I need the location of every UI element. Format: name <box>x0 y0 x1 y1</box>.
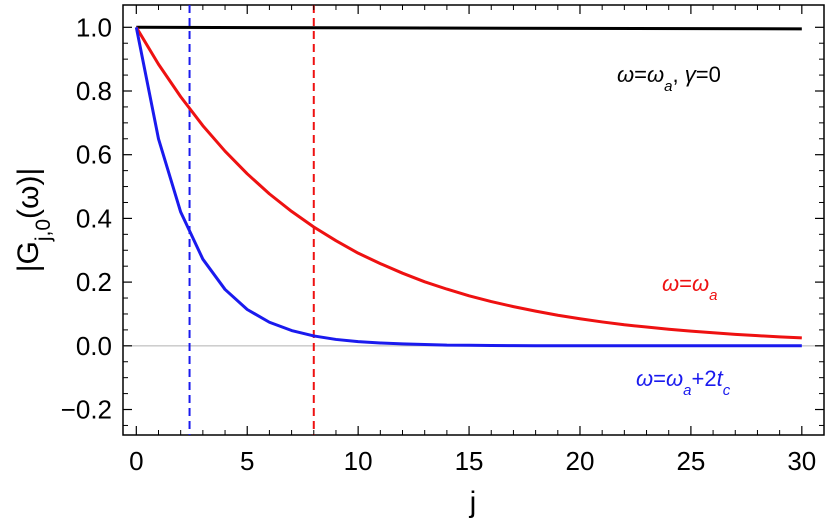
x-tick-label: 0 <box>129 446 143 476</box>
annotation-black-series: ω=ωa, γ=0 <box>617 62 721 95</box>
x-tick-label: 5 <box>240 446 254 476</box>
annotation-blue-series: ω=ωa+2tc <box>636 366 731 399</box>
annotation-red-series: ω=ωa <box>662 271 717 304</box>
y-axis-title: |Gj,0(ω)| <box>12 168 55 273</box>
y-tick-label: 0.6 <box>76 140 112 170</box>
x-axis-title: j <box>469 486 477 519</box>
series-line-0 <box>136 25 802 31</box>
x-tick-label: 30 <box>787 446 816 476</box>
y-tick-label: 1.0 <box>76 12 112 42</box>
y-tick-label: 0.2 <box>76 267 112 297</box>
series-line-1 <box>135 26 802 340</box>
x-tick-label: 10 <box>344 446 373 476</box>
x-tick-label: 15 <box>455 446 484 476</box>
x-tick-label: 20 <box>566 446 595 476</box>
y-tick-label: 0.4 <box>76 203 112 233</box>
y-tick-label: 0.8 <box>76 76 112 106</box>
x-tick-label: 25 <box>676 446 705 476</box>
series-line-2 <box>134 27 802 348</box>
y-tick-label: −0.2 <box>61 395 112 425</box>
y-tick-label: 0.0 <box>76 331 112 361</box>
plot-frame <box>122 4 825 436</box>
